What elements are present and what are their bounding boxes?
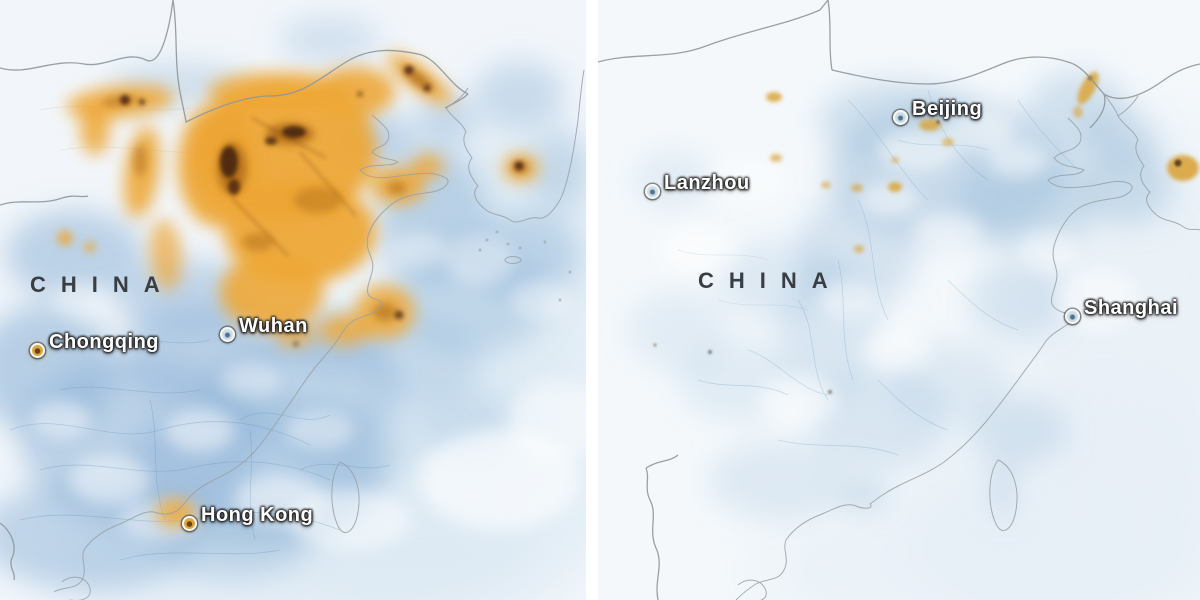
city-marker-icon [30, 343, 45, 358]
coastline-layer [735, 93, 1200, 600]
coastline-layer [53, 69, 585, 600]
pollution-orange-layer [766, 71, 1199, 253]
city-marker-icon [893, 110, 908, 125]
pollution-mid-layer [102, 65, 528, 321]
city-label-chongqing: Chongqing [30, 331, 159, 358]
city-label-hong-kong: Hong Kong [182, 504, 313, 531]
mottle-layer [658, 110, 1138, 425]
pollution-dark-streaks [231, 117, 357, 257]
border-layer [598, 0, 1200, 600]
region-label-china-before: CHINA [30, 272, 175, 297]
city-label-beijing: Beijing [893, 98, 982, 125]
city-marker-icon [1065, 309, 1080, 324]
city-name: Hong Kong [201, 504, 314, 526]
map-panel-before: CHINA Chongqing Wuhan Hong Kong [0, 0, 586, 600]
region-label-china-after: CHINA [698, 268, 843, 293]
city-marker-icon [220, 327, 235, 342]
filament-layer-west [677, 249, 809, 311]
border-layer [0, 0, 469, 581]
city-label-wuhan: Wuhan [220, 315, 307, 342]
pollution-dark-layer [120, 65, 524, 347]
panel-divider [586, 0, 598, 600]
city-label-shanghai: Shanghai [1065, 297, 1178, 324]
city-name: Beijing [912, 98, 983, 120]
no2-map-art-before [0, 0, 586, 600]
filament-layer [697, 89, 1079, 456]
city-name: Shanghai [1084, 297, 1179, 319]
city-name: Lanzhou [664, 172, 750, 194]
mottle-layer [30, 232, 586, 550]
city-marker-icon [182, 516, 197, 531]
city-marker-icon [645, 184, 660, 199]
map-panel-after: CHINA Lanzhou Beijing Shanghai [598, 0, 1200, 600]
city-label-lanzhou: Lanzhou [645, 172, 749, 199]
city-name: Wuhan [239, 315, 308, 337]
city-name: Chongqing [49, 331, 160, 353]
no2-map-art-after [598, 0, 1200, 600]
island-dots [478, 230, 572, 302]
